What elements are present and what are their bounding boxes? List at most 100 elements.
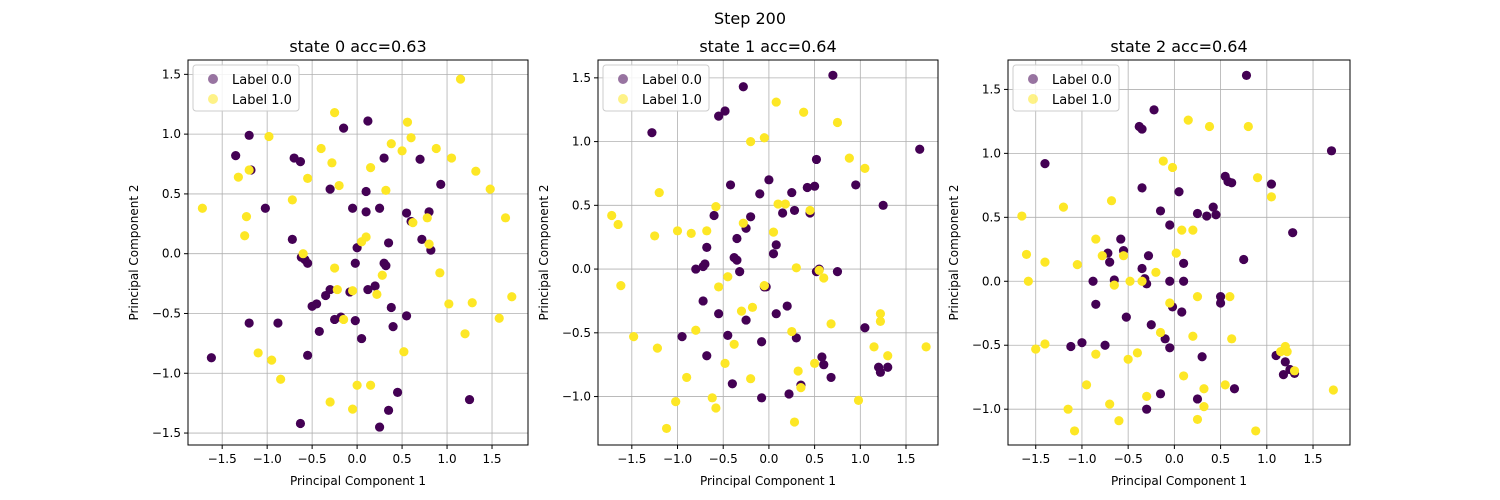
- point-label-0: [1192, 208, 1203, 219]
- point-label-0: [860, 323, 870, 333]
- y-tick-label: −1.0: [562, 390, 591, 404]
- point-label-0: [702, 242, 712, 253]
- point-label-0: [757, 337, 767, 347]
- y-tick-label: −0.5: [152, 306, 181, 320]
- legend-label-1: Label 1.0: [232, 93, 292, 108]
- point-label-1: [1091, 349, 1101, 359]
- point-label-0: [720, 106, 730, 116]
- x-tick-label: −0.5: [1114, 452, 1143, 466]
- point-label-0: [1155, 389, 1166, 399]
- point-label-1: [1114, 416, 1124, 426]
- point-label-0: [851, 180, 861, 190]
- point-label-0: [260, 203, 270, 213]
- point-label-1: [1252, 173, 1263, 183]
- axes-frame: [1007, 59, 1351, 446]
- x-tick-label: 1.0: [1257, 452, 1276, 466]
- point-label-0: [392, 387, 403, 397]
- point-label-0: [401, 208, 412, 218]
- point-label-1: [720, 358, 730, 369]
- point-label-1: [773, 199, 783, 209]
- point-label-1: [1225, 292, 1235, 302]
- point-label-0: [1165, 276, 1175, 286]
- point-label-0: [817, 352, 827, 362]
- point-label-1: [1165, 298, 1175, 308]
- point-label-0: [1146, 320, 1156, 330]
- point-label-1: [796, 383, 806, 393]
- point-label-1: [348, 286, 358, 296]
- point-label-1: [1123, 354, 1133, 364]
- x-tick-label: 0.0: [348, 452, 367, 466]
- point-label-1: [1021, 249, 1032, 260]
- point-label-1: [240, 231, 250, 241]
- point-label-0: [714, 111, 724, 121]
- x-tick-label: 0.5: [805, 452, 824, 466]
- point-label-0: [1192, 394, 1203, 404]
- point-label-1: [381, 185, 391, 195]
- point-label-0: [810, 181, 820, 191]
- point-label-0: [883, 362, 893, 372]
- point-label-1: [327, 158, 337, 168]
- point-label-0: [231, 151, 241, 161]
- point-label-0: [386, 302, 396, 313]
- point-label-1: [377, 270, 387, 280]
- x-axis-label: Principal Component 1: [290, 474, 426, 488]
- point-label-1: [507, 292, 517, 302]
- point-label-1: [1177, 225, 1187, 235]
- point-label-0: [363, 284, 373, 295]
- point-label-0: [381, 261, 391, 271]
- point-label-1: [691, 325, 701, 335]
- point-label-0: [339, 123, 349, 133]
- y-axis-label: Principal Component 2: [537, 184, 551, 320]
- point-label-1: [1192, 414, 1203, 425]
- subplot-1: −1.5 −1.0 −0.5 0.0 0.5 1.0 1.5 −1.0 −0.5 0.0 0.5 1.…: [537, 37, 939, 488]
- point-label-1: [832, 117, 843, 128]
- point-label-1: [702, 226, 712, 236]
- y-tick-label: 0.5: [572, 198, 591, 212]
- point-label-1: [844, 153, 854, 163]
- point-label-0: [348, 203, 358, 213]
- point-label-0: [1215, 298, 1226, 308]
- point-label-0: [725, 180, 736, 190]
- legend-box: [1012, 64, 1120, 112]
- point-label-0: [206, 353, 216, 363]
- point-label-1: [869, 342, 879, 352]
- point-label-0: [1142, 404, 1152, 414]
- point-label-0: [1165, 343, 1175, 353]
- point-label-1: [402, 117, 413, 127]
- point-label-1: [1125, 276, 1135, 286]
- point-label-0: [436, 179, 446, 189]
- point-label-0: [1197, 352, 1207, 362]
- point-label-1: [264, 131, 274, 142]
- point-label-1: [805, 205, 815, 216]
- x-tick-label: −1.0: [1067, 452, 1096, 466]
- point-label-0: [1288, 228, 1298, 238]
- point-label-0: [1137, 263, 1147, 274]
- point-label-1: [1179, 371, 1189, 381]
- x-tick-label: 1.5: [482, 452, 501, 466]
- point-label-0: [757, 393, 767, 403]
- point-label-1: [1017, 211, 1027, 221]
- point-label-1: [241, 212, 252, 222]
- legend-box: [192, 64, 300, 112]
- point-label-0: [1211, 210, 1221, 220]
- legend-label-0: Label 0.0: [1052, 73, 1112, 88]
- point-label-0: [401, 311, 412, 321]
- point-label-1: [1097, 251, 1107, 261]
- point-label-1: [361, 232, 371, 242]
- point-label-0: [714, 309, 724, 319]
- point-label-0: [691, 264, 701, 274]
- point-label-0: [700, 259, 710, 269]
- figure-suptitle: Step 200: [714, 9, 786, 28]
- legend-marker-0: [208, 74, 218, 84]
- point-label-0: [1177, 307, 1187, 317]
- point-label-1: [1282, 347, 1292, 357]
- point-label-1: [330, 263, 340, 273]
- point-label-1: [723, 272, 733, 282]
- point-label-1: [1069, 426, 1080, 436]
- point-label-0: [379, 153, 389, 163]
- y-tick-label: 1.5: [162, 67, 181, 81]
- point-label-1: [682, 372, 692, 383]
- point-label-1: [875, 316, 886, 326]
- subplot-2: −1.5 −1.0 −0.5 0.0 0.5 1.0 1.5 −1.0 −0.5 0.0 0.5 1.…: [947, 37, 1351, 488]
